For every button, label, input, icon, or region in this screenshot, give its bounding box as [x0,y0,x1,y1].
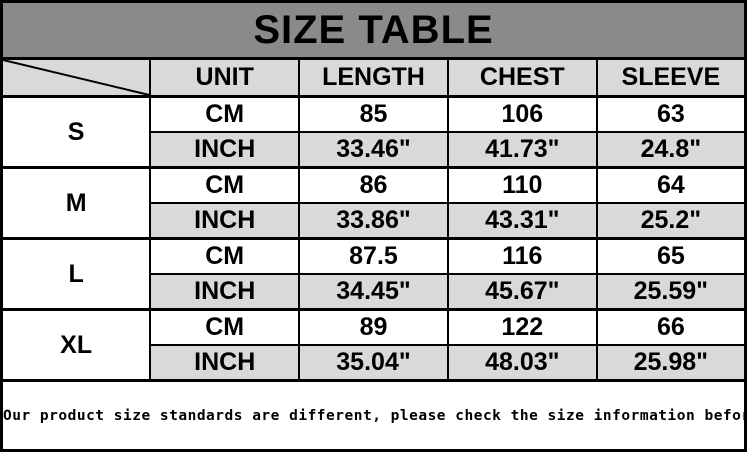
unit-label-inch: INCH [149,131,301,169]
value-cell: 110 [446,166,598,204]
table-row: S CM 85 106 63 [0,95,747,169]
value-cell: 45.67" [446,273,598,311]
value-cell: 43.31" [446,202,598,240]
table-row: INCH 33.86" 43.31" 25.2" [2,202,747,240]
table-row: XL CM 89 122 66 [0,308,747,382]
value-cell: 63 [595,95,747,133]
table-row: INCH 35.04" 48.03" 25.98" [2,344,747,382]
size-label-m: M [0,166,152,240]
unit-label-cm: CM [149,237,301,275]
page-title: SIZE TABLE [0,0,747,60]
value-cell: 65 [595,237,747,275]
value-cell: 66 [595,308,747,346]
unit-label-inch: INCH [149,273,301,311]
unit-label-inch: INCH [149,344,301,382]
unit-label-cm: CM [149,166,301,204]
diagonal-corner-cell [0,57,152,98]
value-cell: 41.73" [446,131,598,169]
value-cell: 106 [446,95,598,133]
value-cell: 33.86" [298,202,449,240]
table-row: INCH 34.45" 45.67" 25.59" [2,273,747,311]
value-cell: 48.03" [446,344,598,382]
unit-label-cm: CM [149,308,301,346]
value-cell: 85 [298,95,449,133]
value-cell: 116 [446,237,598,275]
value-cell: 34.45" [298,273,449,311]
value-cell: 86 [298,166,449,204]
size-label-xl: XL [0,308,152,382]
footer-note: Our product size standards are different… [0,379,747,452]
size-label-l: L [0,237,152,311]
unit-label-inch: INCH [149,202,301,240]
value-cell: 64 [595,166,747,204]
column-header-sleeve: SLEEVE [595,57,747,98]
table-row: L CM 87.5 116 65 [0,237,747,311]
value-cell: 87.5 [298,237,449,275]
value-cell: 25.98" [595,344,747,382]
column-header-unit: UNIT [149,57,301,98]
value-cell: 35.04" [298,344,449,382]
diagonal-line [3,60,149,95]
value-cell: 89 [298,308,449,346]
column-header-chest: CHEST [446,57,598,98]
table-row: INCH 33.46" 41.73" 24.8" [2,131,747,169]
value-cell: 122 [446,308,598,346]
table-row: M CM 86 110 64 [0,166,747,240]
value-cell: 33.46" [298,131,449,169]
column-header-length: LENGTH [298,57,449,98]
size-label-s: S [0,95,152,169]
value-cell: 25.59" [595,273,747,311]
value-cell: 25.2" [595,202,747,240]
unit-label-cm: CM [149,95,301,133]
value-cell: 24.8" [595,131,747,169]
